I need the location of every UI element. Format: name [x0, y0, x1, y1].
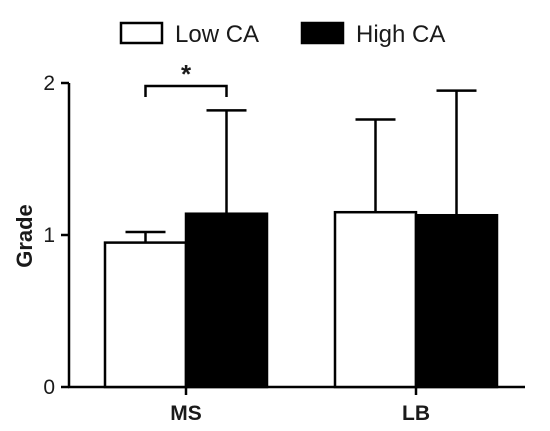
legend-swatch-0: [119, 21, 164, 45]
x-category-label-1: LB: [402, 402, 430, 425]
y-tick-label-2: 2: [43, 72, 55, 95]
significance-bracket: [144, 84, 228, 97]
x-category-label-0: MS: [170, 402, 202, 425]
significance-annotation: *: [144, 59, 228, 97]
y-tick-label-1: 1: [43, 224, 55, 247]
error-bars: [125, 89, 477, 243]
y-tick-label-0: 0: [43, 376, 55, 399]
axis-labels: MS LB Grade: [12, 204, 430, 425]
bar-MS-0: [103, 241, 188, 389]
bar-MS-1: [184, 212, 269, 389]
legend: Low CA High CA: [119, 21, 445, 48]
significance-star: *: [181, 59, 192, 89]
legend-label-1: High CA: [356, 21, 445, 48]
bars: [103, 210, 499, 389]
bar-LB-1: [414, 213, 499, 389]
legend-swatch-1: [300, 21, 345, 45]
y-axis-title: Grade: [12, 204, 37, 268]
legend-label-0: Low CA: [175, 21, 259, 48]
bar-LB-0: [333, 210, 418, 389]
